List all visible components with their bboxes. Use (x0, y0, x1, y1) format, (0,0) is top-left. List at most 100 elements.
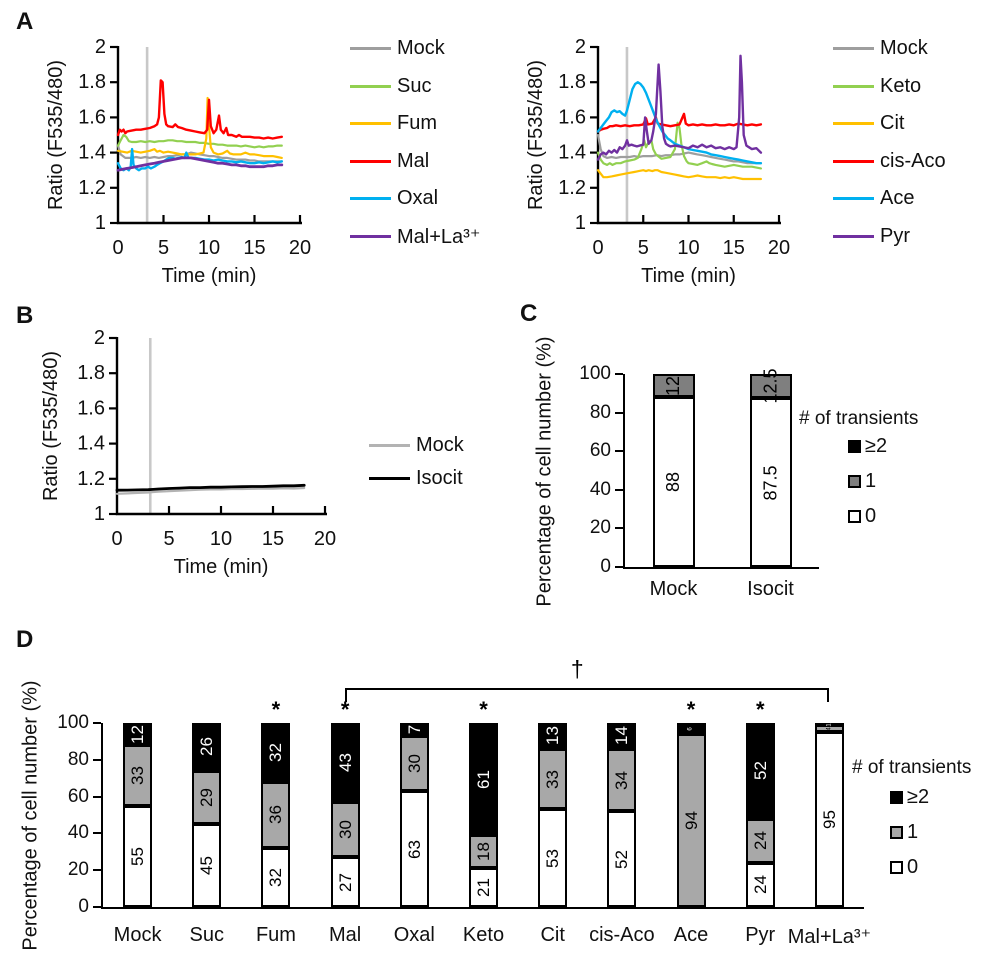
x-tick-label: 5 (638, 237, 649, 259)
legend-label: Pyr (880, 224, 910, 247)
bar-value-label: 1 (826, 723, 833, 727)
series-line-cis-Aco (596, 112, 763, 133)
y-tick-label: 1 (95, 212, 106, 234)
bar-segment-Mock-0: 88 (652, 397, 695, 567)
panel-d-label: D (16, 626, 34, 653)
bracket-line (345, 688, 830, 690)
y-tick-label: 1.4 (78, 142, 106, 164)
x-tick-label: 10 (677, 237, 699, 259)
bar-legend-item: ≥2 (848, 435, 887, 457)
y-tick-label: 80 (67, 748, 89, 770)
bar-segment-Fum-0: 32 (261, 848, 291, 907)
bar-segment-Pyr-0: 24 (745, 862, 775, 907)
bar-value-label: 30 (404, 754, 424, 773)
category-label-Cit: Cit (540, 924, 565, 946)
legend-line-swatch (369, 444, 410, 447)
bar-value-label: 94 (681, 811, 701, 830)
y-tick-label: 2 (94, 327, 105, 349)
bar-value-label: 32 (266, 868, 286, 888)
legend-line-swatch (833, 47, 874, 51)
bar-segment-Keto-0: 21 (469, 868, 498, 907)
bar-segment-Mal+La³⁺-0: 95 (814, 732, 844, 907)
y-tick-mark (615, 527, 623, 530)
bar-value-label: 18 (473, 842, 493, 862)
bar-legend-label: 0 (907, 855, 919, 878)
bar-value-label: 33 (128, 765, 148, 785)
legend-label: Mock (397, 37, 445, 60)
panel_a_right-legend: Mock Keto Cit cis-Aco Ace Pyr (833, 30, 946, 255)
bar-value-label: 14 (612, 726, 632, 746)
bar-segment-Cit-0: 53 (538, 809, 568, 907)
x-axis-title: Time (min) (162, 265, 257, 287)
legend-label: Cit (880, 112, 905, 135)
y-tick-mark (93, 906, 101, 908)
bar-legend-item: 1 (848, 470, 876, 492)
y-tick-mark (615, 411, 623, 414)
bar-legend-title: # of transients (799, 408, 919, 429)
bar-legend-label: ≥2 (907, 785, 930, 808)
y-tick-label: 1 (575, 212, 586, 234)
bar-segment-Oxal-0: 63 (399, 791, 429, 907)
bar-legend-label: 0 (865, 504, 877, 527)
legend-item: Isocit (369, 462, 464, 495)
category-label-Mock: Mock (113, 924, 162, 946)
legend-label: Fum (397, 112, 437, 135)
series-line-Isocit (115, 483, 306, 492)
category-label-cis-Aco: cis-Aco (589, 924, 655, 946)
bar-segment-Oxal-1: 30 (399, 735, 429, 792)
bar-segment-Oxal-≥2: 7 (399, 723, 429, 736)
bar-segment-Mock-0: 55 (123, 805, 153, 907)
legend-label: cis-Aco (880, 149, 946, 172)
bar-legend-item: 0 (848, 505, 876, 527)
legend-line-swatch (833, 234, 874, 238)
bar-legend-item: 0 (890, 856, 918, 878)
bar-value-label: 26 (197, 737, 217, 757)
x-tick-label: 15 (262, 528, 284, 550)
category-label-Mock: Mock (649, 578, 698, 600)
bar-segment-Cit-1: 33 (538, 748, 568, 810)
legend-item: Mock (833, 30, 946, 68)
y-tick-label: 100 (579, 363, 611, 384)
y-tick-label: 1.2 (558, 177, 586, 199)
x-tick-label: 0 (111, 528, 122, 550)
significance-asterisk: * (755, 697, 765, 722)
legend-label: Mal+La³⁺ (397, 225, 481, 248)
bar-legend-label: 1 (907, 820, 919, 843)
y-tick-mark (93, 832, 101, 835)
series-line-Pyr (596, 54, 763, 161)
bar-value-label: 6 (688, 726, 695, 731)
y-tick-mark (93, 722, 101, 724)
bar-value-label: 61 (473, 769, 493, 789)
legend-item: Ace (833, 180, 946, 218)
legend-label: Mock (880, 37, 928, 60)
bar-value-label: 27 (335, 872, 355, 892)
bar-legend-swatch-icon (890, 860, 903, 874)
bar-segment-cis-Aco-≥2: 14 (607, 723, 637, 749)
y-tick-mark (615, 373, 623, 375)
bar-legend-swatch-icon (848, 474, 861, 488)
bar-value-label: 21 (473, 878, 493, 898)
series-line-Mal (116, 79, 283, 140)
x-tick-label: 0 (592, 237, 603, 259)
series-line-Keto (596, 121, 763, 170)
legend-line-swatch (833, 122, 874, 126)
legend-item: Mock (350, 30, 480, 68)
x-tick-label: 0 (112, 237, 123, 259)
legend-item: Cit (833, 105, 946, 143)
legend-item: Oxal (350, 180, 480, 218)
x-tick-label: 15 (243, 237, 265, 259)
legend-line-swatch (833, 197, 874, 201)
bar-segment-Fum-≥2: 32 (261, 723, 291, 782)
panel_b-legend: Mock Isocit (369, 429, 464, 495)
y-tick-mark (93, 795, 101, 798)
legend-line-swatch (350, 159, 391, 163)
legend-item: Mock (369, 429, 464, 462)
x-axis (101, 907, 864, 909)
bar-value-label: 32 (266, 742, 286, 762)
legend-item: Keto (833, 68, 946, 106)
legend-item: Suc (350, 68, 480, 106)
